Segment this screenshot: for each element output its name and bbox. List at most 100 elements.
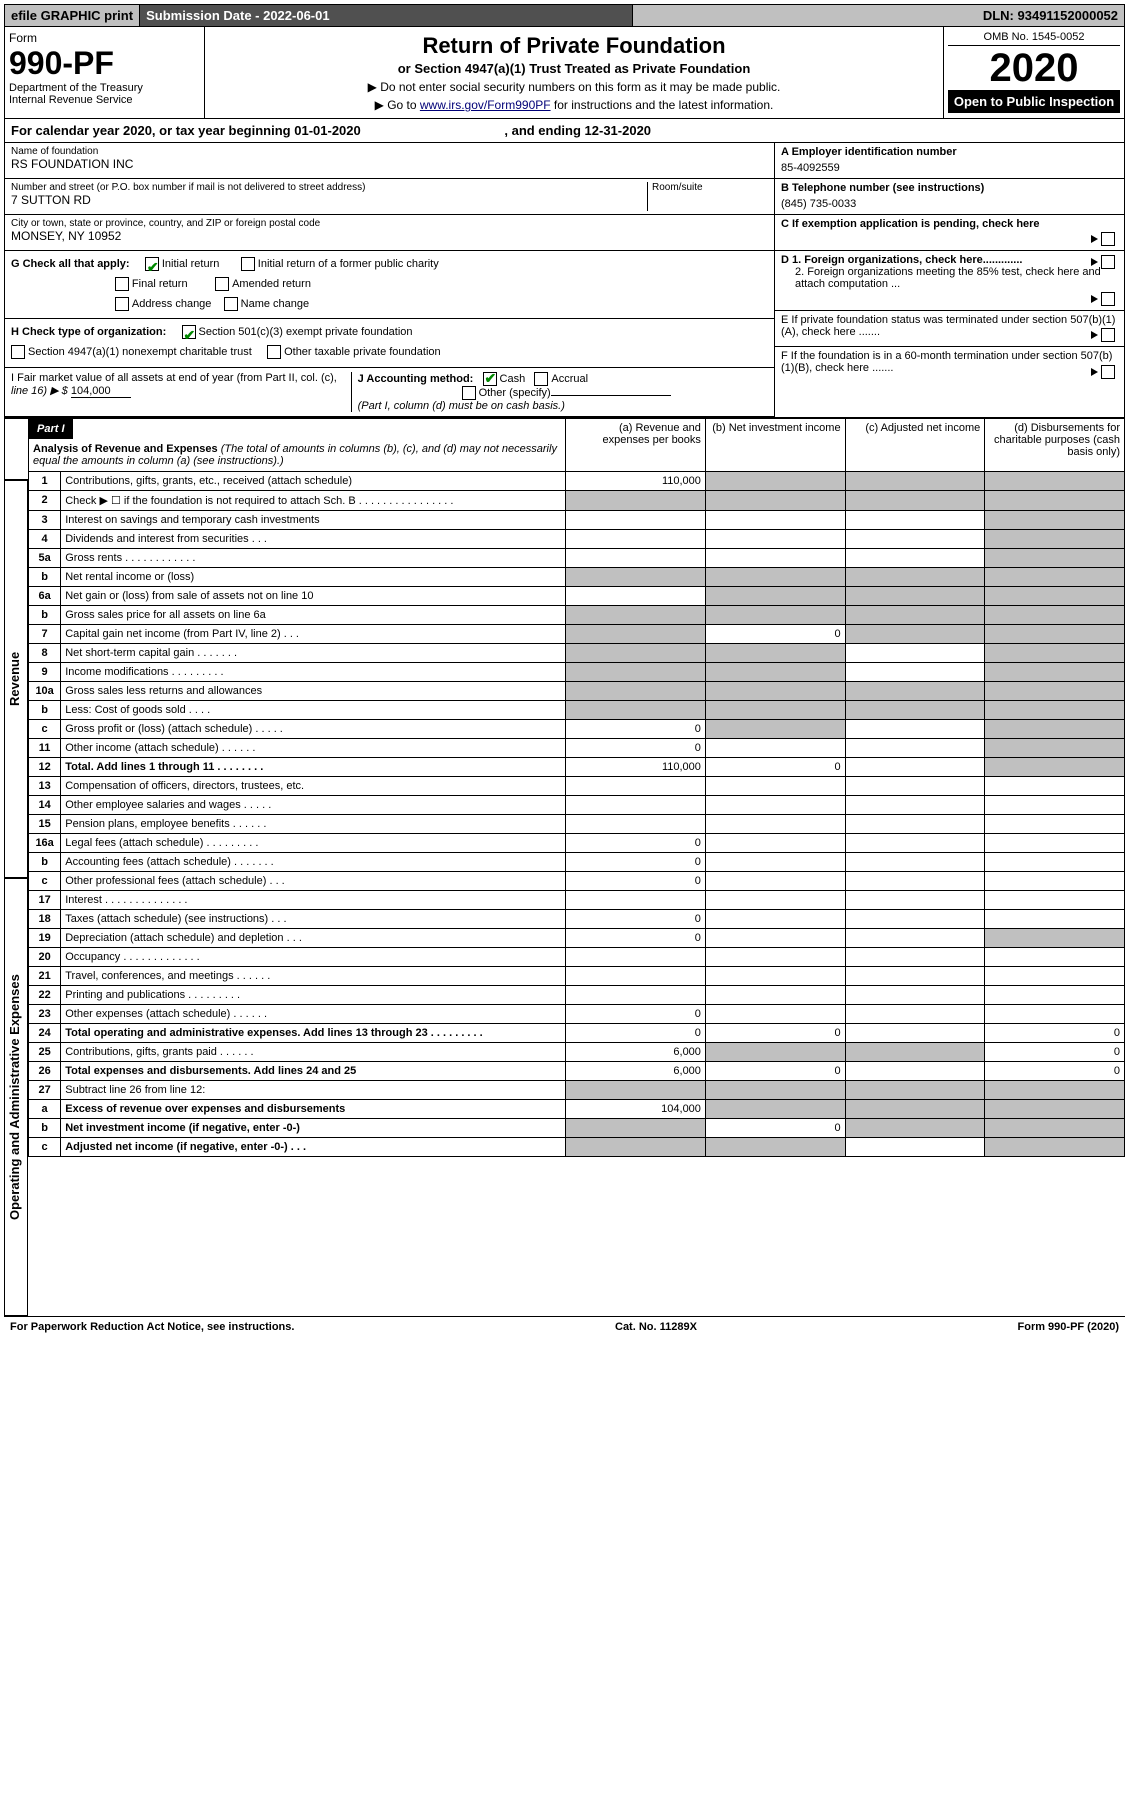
table-row: 23Other expenses (attach schedule) . . .…	[29, 1004, 1125, 1023]
line-description: Total operating and administrative expen…	[61, 1023, 566, 1042]
ein-label: A Employer identification number	[781, 146, 957, 158]
cb-amended-return[interactable]	[215, 277, 229, 291]
footer-left: For Paperwork Reduction Act Notice, see …	[10, 1321, 294, 1333]
line-number: b	[29, 700, 61, 719]
table-row: 17Interest . . . . . . . . . . . . . .	[29, 890, 1125, 909]
line-number: 9	[29, 662, 61, 681]
line-description: Accounting fees (attach schedule) . . . …	[61, 852, 566, 871]
col-d-header: (d) Disbursements for charitable purpose…	[985, 418, 1125, 471]
fair-market-value: 104,000	[71, 385, 131, 398]
main-title: Return of Private Foundation	[211, 33, 937, 59]
line-description: Other expenses (attach schedule) . . . .…	[61, 1004, 566, 1023]
part1-grid: Revenue Operating and Administrative Exp…	[4, 418, 1125, 1316]
line-number: c	[29, 1137, 61, 1156]
line-number: 23	[29, 1004, 61, 1023]
cb-other-taxable[interactable]	[267, 345, 281, 359]
line-number: 24	[29, 1023, 61, 1042]
room-label: Room/suite	[652, 182, 768, 193]
table-row: 3Interest on savings and temporary cash …	[29, 510, 1125, 529]
dept-line-2: Internal Revenue Service	[9, 94, 200, 106]
part1-header: Part I	[29, 419, 73, 439]
year-box: OMB No. 1545-0052 2020 Open to Public In…	[944, 27, 1124, 118]
line-number: c	[29, 719, 61, 738]
line-description: Gross sales price for all assets on line…	[61, 605, 566, 624]
phone-label: B Telephone number (see instructions)	[781, 182, 984, 194]
cb-cash[interactable]	[483, 372, 497, 386]
cb-final-return[interactable]	[115, 277, 129, 291]
cb-c[interactable]	[1101, 232, 1115, 246]
cb-accrual[interactable]	[534, 372, 548, 386]
c-label: C If exemption application is pending, c…	[781, 218, 1040, 230]
line-description: Travel, conferences, and meetings . . . …	[61, 966, 566, 985]
cb-4947[interactable]	[11, 345, 25, 359]
form-label-box: Form 990-PF Department of the Treasury I…	[5, 27, 205, 118]
line-number: 26	[29, 1061, 61, 1080]
cb-f[interactable]	[1101, 365, 1115, 379]
revenue-side-label: Revenue	[4, 480, 28, 878]
cb-name-change[interactable]	[224, 297, 238, 311]
cb-other-method[interactable]	[462, 386, 476, 400]
info-grid: Name of foundation RS FOUNDATION INC Num…	[4, 143, 1125, 418]
table-row: 11Other income (attach schedule) . . . .…	[29, 738, 1125, 757]
line-description: Excess of revenue over expenses and disb…	[61, 1099, 566, 1118]
form-number: 990-PF	[9, 45, 200, 82]
table-row: 19Depreciation (attach schedule) and dep…	[29, 928, 1125, 947]
line-number: 7	[29, 624, 61, 643]
line-description: Pension plans, employee benefits . . . .…	[61, 814, 566, 833]
line-description: Interest . . . . . . . . . . . . . .	[61, 890, 566, 909]
cb-initial-return[interactable]	[145, 257, 159, 271]
table-row: 15Pension plans, employee benefits . . .…	[29, 814, 1125, 833]
line-number: 13	[29, 776, 61, 795]
e-label: E If private foundation status was termi…	[781, 314, 1115, 338]
table-row: 18Taxes (attach schedule) (see instructi…	[29, 909, 1125, 928]
table-row: cGross profit or (loss) (attach schedule…	[29, 719, 1125, 738]
table-row: 4Dividends and interest from securities …	[29, 529, 1125, 548]
g-checkboxes: G Check all that apply: Initial return I…	[5, 251, 774, 319]
cb-address-change[interactable]	[115, 297, 129, 311]
table-row: 7Capital gain net income (from Part IV, …	[29, 624, 1125, 643]
d1-label: D 1. Foreign organizations, check here..…	[781, 254, 1022, 266]
line-description: Interest on savings and temporary cash i…	[61, 510, 566, 529]
line-number: 18	[29, 909, 61, 928]
title-section: Form 990-PF Department of the Treasury I…	[4, 27, 1125, 119]
f-label: F If the foundation is in a 60-month ter…	[781, 350, 1112, 374]
line-description: Net short-term capital gain . . . . . . …	[61, 643, 566, 662]
cb-d2[interactable]	[1101, 292, 1115, 306]
table-row: 14Other employee salaries and wages . . …	[29, 795, 1125, 814]
line-description: Legal fees (attach schedule) . . . . . .…	[61, 833, 566, 852]
phone-value: (845) 735-0033	[781, 198, 1118, 210]
note-1: ▶ Do not enter social security numbers o…	[211, 80, 937, 94]
line-description: Other professional fees (attach schedule…	[61, 871, 566, 890]
cb-d1[interactable]	[1101, 255, 1115, 269]
d2-label: 2. Foreign organizations meeting the 85%…	[781, 266, 1118, 290]
line-number: 22	[29, 985, 61, 1004]
line-number: c	[29, 871, 61, 890]
cb-initial-former[interactable]	[241, 257, 255, 271]
cb-501c3[interactable]	[182, 325, 196, 339]
table-row: 25Contributions, gifts, grants paid . . …	[29, 1042, 1125, 1061]
line-description: Adjusted net income (if negative, enter …	[61, 1137, 566, 1156]
line-description: Compensation of officers, directors, tru…	[61, 776, 566, 795]
table-row: 26Total expenses and disbursements. Add …	[29, 1061, 1125, 1080]
line-description: Subtract line 26 from line 12:	[61, 1080, 566, 1099]
line-number: 5a	[29, 548, 61, 567]
cb-e[interactable]	[1101, 328, 1115, 342]
instructions-link[interactable]: www.irs.gov/Form990PF	[420, 98, 551, 112]
line-number: 20	[29, 947, 61, 966]
line-number: 6a	[29, 586, 61, 605]
line-description: Check ▶ ☐ if the foundation is not requi…	[61, 490, 566, 510]
table-row: 27Subtract line 26 from line 12:	[29, 1080, 1125, 1099]
table-row: cOther professional fees (attach schedul…	[29, 871, 1125, 890]
line-description: Net rental income or (loss)	[61, 567, 566, 586]
table-row: 16aLegal fees (attach schedule) . . . . …	[29, 833, 1125, 852]
dln: DLN: 93491152000052	[633, 5, 1124, 26]
line-description: Occupancy . . . . . . . . . . . . .	[61, 947, 566, 966]
line-description: Capital gain net income (from Part IV, l…	[61, 624, 566, 643]
table-row: bAccounting fees (attach schedule) . . .…	[29, 852, 1125, 871]
line-description: Net investment income (if negative, ente…	[61, 1118, 566, 1137]
line-number: 12	[29, 757, 61, 776]
h-checkboxes: H Check type of organization: Section 50…	[5, 319, 774, 368]
table-row: bNet rental income or (loss)	[29, 567, 1125, 586]
addr-label: Number and street (or P.O. box number if…	[11, 182, 643, 193]
form-word: Form	[9, 31, 200, 45]
